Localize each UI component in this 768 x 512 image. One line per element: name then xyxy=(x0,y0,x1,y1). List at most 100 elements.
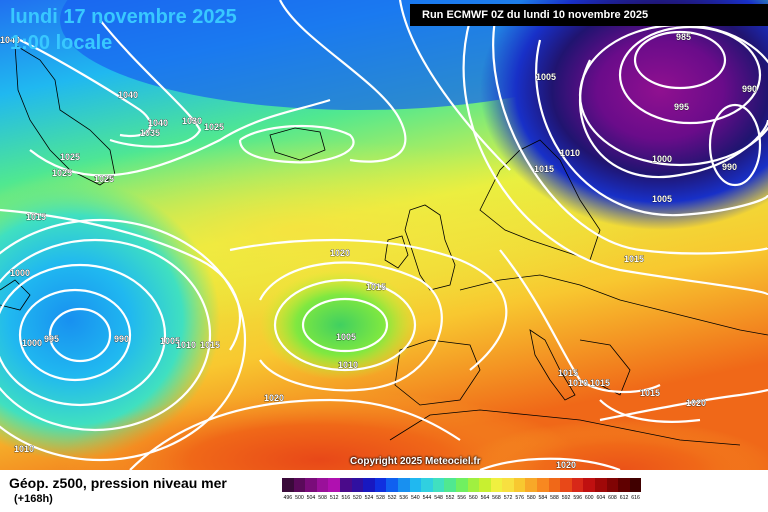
isobar-label: 1030 xyxy=(182,116,202,126)
isobar-1010-ne xyxy=(492,19,768,255)
legend-swatch xyxy=(409,478,422,492)
legend-swatch xyxy=(305,478,317,492)
legend-entry: 540 xyxy=(409,478,422,501)
isobar-label: 1020 xyxy=(686,398,706,408)
legend-swatch xyxy=(490,478,503,492)
isobar-label: 1005 xyxy=(160,336,180,346)
isobar-985 xyxy=(633,30,727,90)
legend-value: 608 xyxy=(608,495,617,501)
isobar-1030 xyxy=(99,19,202,148)
legend-value: 596 xyxy=(573,495,582,501)
legend-swatch xyxy=(455,478,468,492)
isobar-label: 1015 xyxy=(640,388,660,398)
legend-swatch xyxy=(513,478,526,492)
isobar-1020-east xyxy=(599,388,768,422)
low-pressure-west xyxy=(0,180,220,460)
legend-entry: 508 xyxy=(316,478,329,501)
legend-value: 528 xyxy=(376,495,385,501)
legend-value: 540 xyxy=(411,495,420,501)
isobar-1020-mid xyxy=(229,238,508,371)
forecast-date: lundi 17 novembre 2025 xyxy=(10,6,237,28)
legend-swatch xyxy=(363,478,375,492)
legend-swatch xyxy=(537,478,549,492)
legend-swatch xyxy=(618,478,630,492)
europe-coast xyxy=(459,274,768,336)
isobar-1005-north xyxy=(398,0,511,171)
legend-value: 556 xyxy=(457,495,467,501)
legend-swatch xyxy=(606,478,619,492)
legend-entry: 528 xyxy=(374,478,387,501)
isobar-990-east xyxy=(708,103,762,187)
color-scale-legend: 496 500 504 508 512 516 520 524 528 532 536 540 544 5… xyxy=(282,478,642,501)
legend-entry: 548 xyxy=(432,478,445,501)
isobar-1005-ne xyxy=(535,39,768,217)
legend-value: 568 xyxy=(492,495,501,501)
warm-field-south xyxy=(60,390,580,470)
legend-swatch xyxy=(386,478,398,492)
legend-entry: 576 xyxy=(513,478,526,501)
legend-entry: 580 xyxy=(525,478,538,501)
newfoundland-coast xyxy=(0,279,31,311)
legend-entry: 552 xyxy=(444,478,456,501)
legend-swatch xyxy=(316,478,329,492)
isobar-labels: 9859909951000990100510051010101510151040… xyxy=(0,32,757,470)
isobar-label: 1020 xyxy=(556,460,576,470)
isobar-label: 1020 xyxy=(330,248,350,258)
legend-swatch xyxy=(432,478,445,492)
legend-value: 588 xyxy=(550,495,559,501)
isobar-1005-low xyxy=(0,238,212,432)
map-title: Géop. z500, pression niveau mer xyxy=(9,475,227,491)
isobar-label: 1015 xyxy=(558,368,578,378)
legend-value: 520 xyxy=(353,495,362,501)
isobar-label: 1015 xyxy=(590,378,610,388)
forecast-map: 9859909951000990100510051010101510151040… xyxy=(0,0,768,470)
legend-entry: 612 xyxy=(618,478,630,501)
isobar-label: 1005 xyxy=(336,332,356,342)
isobar-1025-iceland xyxy=(238,124,355,164)
legend-swatch xyxy=(479,478,491,492)
legend-entry: 556 xyxy=(455,478,468,501)
isobar-1015-ne xyxy=(462,19,768,297)
isobar-1015-europe xyxy=(499,249,661,393)
legend-swatch xyxy=(421,478,433,492)
isobar-label: 1025 xyxy=(204,122,224,132)
legend-entry: 608 xyxy=(606,478,619,501)
isobar-1000-low xyxy=(0,263,167,407)
legend-swatch xyxy=(502,478,514,492)
legend-entry: 532 xyxy=(386,478,398,501)
isobar-990-low xyxy=(48,307,112,363)
legend-entry: 572 xyxy=(502,478,514,501)
isobar-1010-mid xyxy=(273,278,417,372)
isobar-label: 1015 xyxy=(200,340,220,350)
legend-value: 516 xyxy=(341,495,351,501)
isobar-label: 1010 xyxy=(568,378,588,388)
isobar-label: 995 xyxy=(674,102,689,112)
isobar-label: 995 xyxy=(44,334,59,344)
legend-entry: 500 xyxy=(293,478,306,501)
legend-swatch xyxy=(571,478,584,492)
legend-entry: 544 xyxy=(421,478,433,501)
isobar-1000 xyxy=(579,59,768,178)
legend-swatch xyxy=(339,478,352,492)
legend-value: 548 xyxy=(434,495,443,501)
legend-swatch xyxy=(397,478,410,492)
isobar-1025 xyxy=(29,98,331,177)
legend-swatch xyxy=(583,478,596,492)
isobar-1015-west xyxy=(0,208,242,351)
legend-value: 524 xyxy=(364,495,374,501)
isobar-label: 1000 xyxy=(10,268,30,278)
legend-value: 508 xyxy=(318,495,327,501)
isobar-label: 1000 xyxy=(22,338,42,348)
north-africa-coast xyxy=(389,409,741,446)
isobar-label: 1020 xyxy=(264,393,284,403)
lead-time: (+168h) xyxy=(14,493,53,505)
legend-value: 536 xyxy=(399,495,409,501)
isobar-label: 1025 xyxy=(94,174,114,184)
legend-value: 544 xyxy=(422,495,432,501)
legend-swatch xyxy=(629,478,642,492)
legend-entry: 588 xyxy=(548,478,561,501)
isobar-1020-southeast xyxy=(479,457,621,470)
warm-field-southeast xyxy=(460,420,768,470)
legend-entry: 584 xyxy=(537,478,549,501)
isobar-label: 1005 xyxy=(652,194,672,204)
